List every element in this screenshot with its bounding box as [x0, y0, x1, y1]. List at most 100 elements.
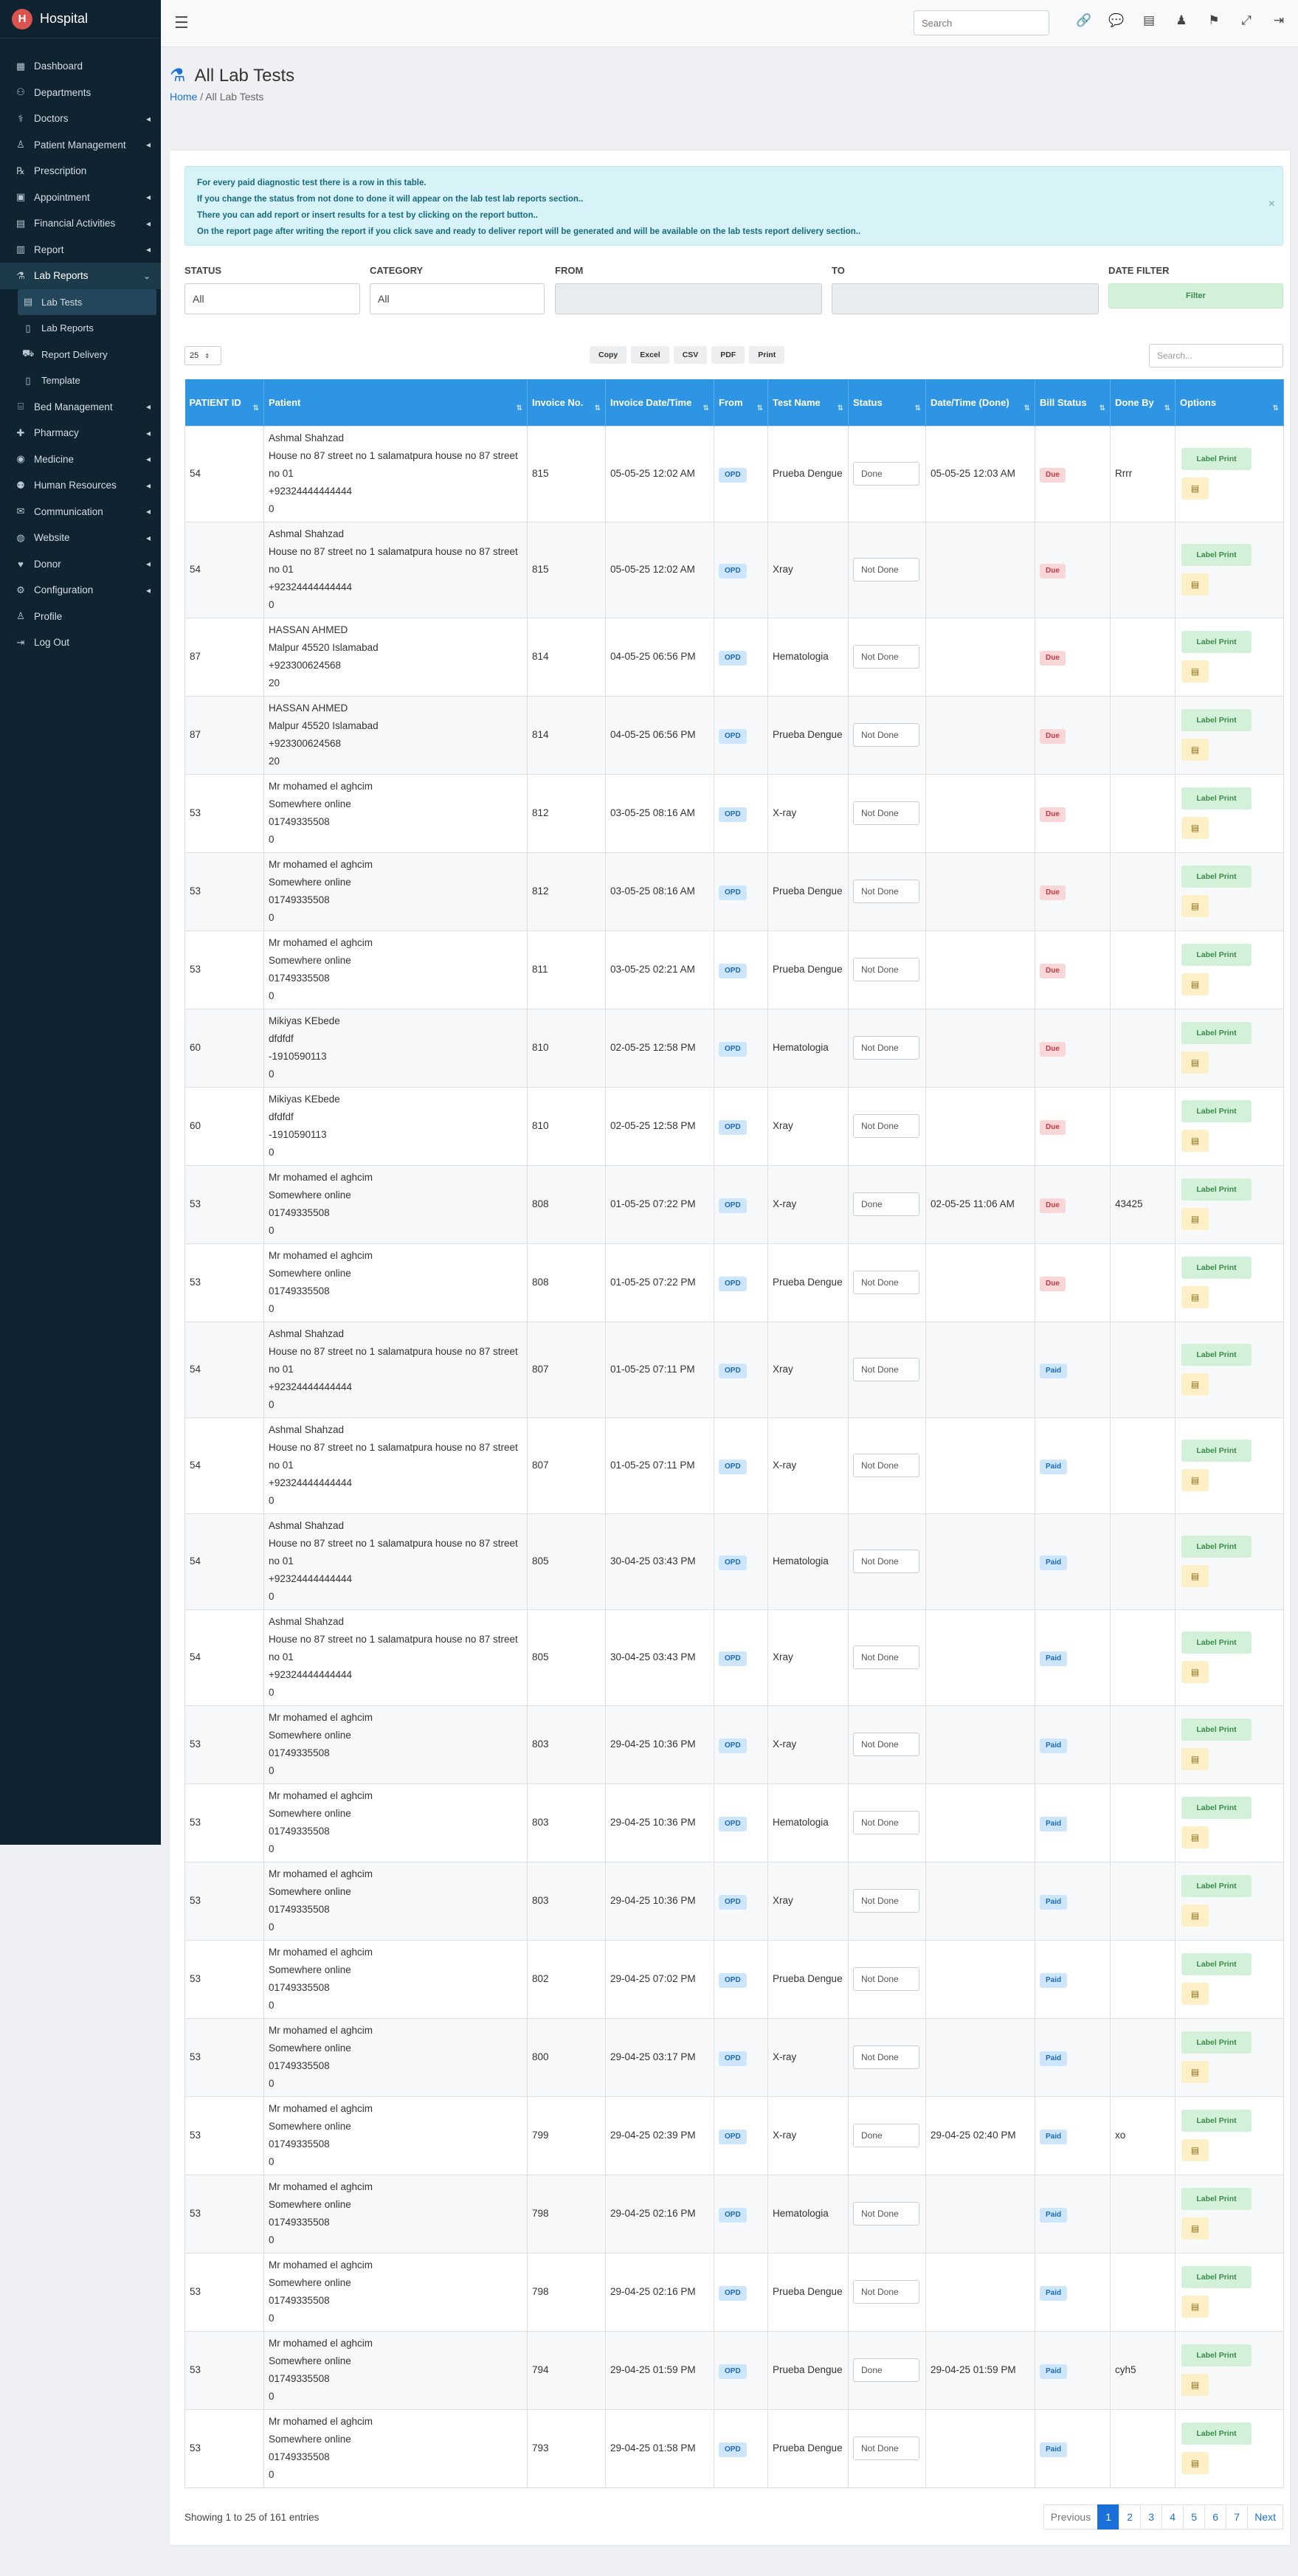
pagination-page[interactable]: 5 [1183, 2504, 1206, 2530]
print-button[interactable]: Print [749, 346, 785, 364]
report-document-icon[interactable]: ▤ [1181, 2061, 1209, 2083]
label-print-button[interactable]: Label Print [1181, 1875, 1252, 1897]
status-select[interactable]: Not Done [853, 1889, 919, 1913]
sort-icon[interactable]: ⇅ [702, 404, 709, 412]
status-select[interactable]: Not Done [853, 2437, 919, 2460]
sidebar-item-doctors[interactable]: ⚕ Doctors ◂ [0, 106, 161, 132]
pagination-page[interactable]: 7 [1226, 2504, 1249, 2530]
report-document-icon[interactable]: ▤ [1181, 739, 1209, 761]
sort-icon[interactable]: ⇅ [1272, 404, 1279, 412]
sidebar-item-lab-reports[interactable]: ⚗ Lab Reports ⌄ [0, 263, 161, 289]
report-document-icon[interactable]: ▤ [1181, 1052, 1209, 1074]
report-document-icon[interactable]: ▤ [1181, 1826, 1209, 1848]
sidebar-item-dashboard[interactable]: ▦ Dashboard [0, 53, 161, 80]
sidebar-item-patient-management[interactable]: ♙ Patient Management ◂ [0, 132, 161, 159]
sort-icon[interactable]: ⇅ [1099, 404, 1105, 412]
sidebar-item-profile[interactable]: ♙ Profile [0, 604, 161, 630]
column-header[interactable]: Patient ⇅ [263, 379, 528, 426]
sidebar-item-human-resources[interactable]: ⚉ Human Resources ◂ [0, 472, 161, 499]
sidebar-item-pharmacy[interactable]: ✚ Pharmacy ◂ [0, 420, 161, 446]
wallet-icon[interactable]: ▤ [1142, 13, 1156, 27]
label-print-button[interactable]: Label Print [1181, 1100, 1252, 1122]
sidebar-item-prescription[interactable]: ℞ Prescription [0, 158, 161, 184]
sort-icon[interactable]: ⇅ [1164, 404, 1170, 412]
sidebar-item-appointment[interactable]: ▣ Appointment ◂ [0, 184, 161, 211]
fullscreen-icon[interactable]: ⤢ [1241, 13, 1252, 27]
label-print-button[interactable]: Label Print [1181, 1536, 1252, 1558]
sidebar-item-website[interactable]: ◍ Website ◂ [0, 525, 161, 551]
column-header[interactable]: Options ⇅ [1175, 379, 1284, 426]
language-flag-icon[interactable]: ⚑ [1208, 13, 1220, 27]
sidebar-item-configuration[interactable]: ⚙ Configuration ◂ [0, 577, 161, 604]
sidebar-item-bed-management[interactable]: ⌸ Bed Management ◂ [0, 394, 161, 421]
label-print-button[interactable]: Label Print [1181, 1719, 1252, 1741]
label-print-button[interactable]: Label Print [1181, 1022, 1252, 1044]
column-header[interactable]: Status ⇅ [848, 379, 926, 426]
label-print-button[interactable]: Label Print [1181, 709, 1252, 731]
status-select[interactable]: Not Done [853, 958, 919, 981]
status-select[interactable]: Done [853, 462, 919, 486]
from-date-input[interactable] [555, 283, 822, 314]
pagination-page[interactable]: 4 [1161, 2504, 1184, 2530]
column-header[interactable]: Date/Time (Done) ⇅ [925, 379, 1035, 426]
report-document-icon[interactable]: ▤ [1181, 1565, 1209, 1587]
sidebar-item-log-out[interactable]: ⇥ Log Out [0, 629, 161, 656]
label-print-button[interactable]: Label Print [1181, 2110, 1252, 2132]
menu-toggle-icon[interactable]: ☰ [174, 13, 189, 32]
sort-icon[interactable]: ⇅ [252, 404, 259, 412]
label-print-button[interactable]: Label Print [1181, 787, 1252, 809]
status-select[interactable]: Done [853, 1192, 919, 1216]
status-select[interactable]: Not Done [853, 1967, 919, 1991]
sort-icon[interactable]: ⇅ [516, 404, 522, 412]
column-header[interactable]: Done By ⇅ [1110, 379, 1176, 426]
report-document-icon[interactable]: ▤ [1181, 2139, 1209, 2161]
brand[interactable]: H Hospital [0, 0, 161, 38]
pagination-next[interactable]: Next [1247, 2504, 1283, 2530]
column-header[interactable]: Invoice Date/Time ⇅ [605, 379, 714, 426]
report-document-icon[interactable]: ▤ [1181, 1661, 1209, 1683]
report-document-icon[interactable]: ▤ [1181, 2452, 1209, 2474]
status-select[interactable]: Not Done [853, 1646, 919, 1669]
label-print-button[interactable]: Label Print [1181, 1257, 1252, 1279]
sidebar-item-donor[interactable]: ♥ Donor ◂ [0, 551, 161, 578]
report-document-icon[interactable]: ▤ [1181, 477, 1209, 500]
label-print-button[interactable]: Label Print [1181, 544, 1252, 566]
status-select[interactable]: Not Done [853, 645, 919, 669]
report-document-icon[interactable]: ▤ [1181, 660, 1209, 683]
table-search-input[interactable]: Search... [1149, 344, 1283, 367]
label-print-button[interactable]: Label Print [1181, 2266, 1252, 2288]
page-length-select[interactable]: 25 ⇕ [184, 346, 221, 365]
status-select[interactable]: Not Done [853, 1358, 919, 1381]
column-header[interactable]: Test Name ⇅ [767, 379, 849, 426]
column-header[interactable]: Invoice No. ⇅ [527, 379, 606, 426]
report-document-icon[interactable]: ▤ [1181, 573, 1209, 595]
csv-button[interactable]: CSV [673, 346, 708, 364]
sidebar-item-communication[interactable]: ✉ Communication ◂ [0, 499, 161, 525]
status-select[interactable]: Done [853, 2358, 919, 2382]
label-print-button[interactable]: Label Print [1181, 1178, 1252, 1201]
status-select[interactable]: Done [853, 2124, 919, 2147]
label-print-button[interactable]: Label Print [1181, 866, 1252, 888]
report-document-icon[interactable]: ▤ [1181, 2374, 1209, 2396]
status-select[interactable]: Not Done [853, 558, 919, 581]
label-print-button[interactable]: Label Print [1181, 944, 1252, 966]
sort-icon[interactable]: ⇅ [837, 404, 843, 412]
label-print-button[interactable]: Label Print [1181, 2344, 1252, 2366]
column-header[interactable]: Bill Status ⇅ [1035, 379, 1111, 426]
sort-icon[interactable]: ⇅ [1023, 404, 1030, 412]
sort-icon[interactable]: ⇅ [594, 404, 601, 412]
status-select[interactable]: Not Done [853, 1811, 919, 1834]
column-header[interactable]: PATIENT ID ⇅ [184, 379, 264, 426]
status-select[interactable]: Not Done [853, 1271, 919, 1294]
to-date-input[interactable] [832, 283, 1099, 314]
sidebar-item-report-delivery[interactable]: ⛟ Report Delivery [0, 342, 161, 368]
label-print-button[interactable]: Label Print [1181, 1797, 1252, 1819]
status-select[interactable]: Not Done [853, 2280, 919, 2304]
pdf-button[interactable]: PDF [711, 346, 745, 364]
category-select[interactable]: All [370, 283, 545, 314]
sidebar-item-template[interactable]: ▯ Template [0, 367, 161, 394]
status-select[interactable]: Not Done [853, 1454, 919, 1477]
pagination-previous[interactable]: Previous [1043, 2504, 1099, 2530]
pagination-page[interactable]: 2 [1119, 2504, 1142, 2530]
link-icon[interactable]: 🔗 [1076, 13, 1092, 27]
